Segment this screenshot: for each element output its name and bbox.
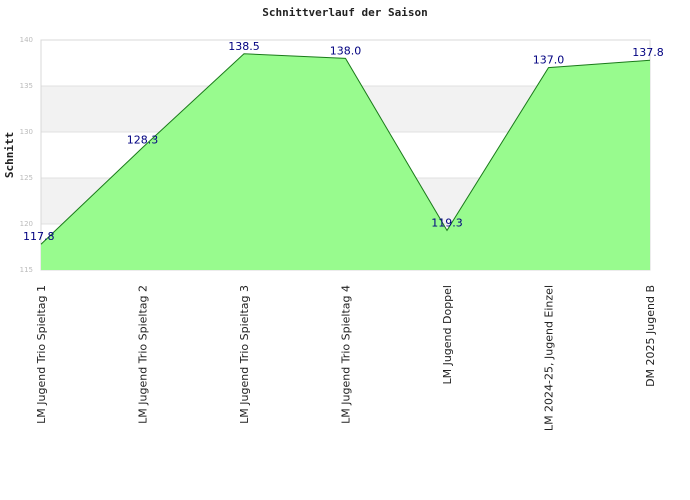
chart-title: Schnittverlauf der Saison <box>262 6 428 19</box>
data-label: 117.8 <box>23 230 55 243</box>
data-label: 137.8 <box>632 46 664 59</box>
data-label: 138.0 <box>330 44 362 57</box>
data-labels: 117.8 128.3 138.5 138.0 119.3 137.0 137.8 <box>23 40 664 243</box>
series-line <box>40 53 651 245</box>
x-category-label: LM 2024-25, Jugend Einzel <box>543 285 556 431</box>
x-category-label: LM Jugend Trio Spieltag 4 <box>340 285 353 424</box>
x-category-label: LM Jugend Trio Spieltag 1 <box>35 285 48 424</box>
x-category-label: DM 2025 Jugend B <box>644 285 657 387</box>
data-label: 138.5 <box>228 40 260 53</box>
y-tick-label: 115 <box>20 266 33 274</box>
y-tick-label: 120 <box>20 220 33 228</box>
x-category-label: LM Jugend Trio Spieltag 2 <box>137 285 150 424</box>
y-tick-labels: 115 120 125 130 135 140 <box>20 36 33 274</box>
x-category-label: LM Jugend Trio Spieltag 3 <box>238 285 251 424</box>
area-series <box>40 53 651 270</box>
y-axis-title: Schnitt <box>3 132 16 178</box>
y-tick-label: 125 <box>20 174 33 182</box>
x-category-label: LM Jugend Doppel <box>441 285 454 385</box>
y-tick-label: 135 <box>20 82 33 90</box>
data-label: 137.0 <box>533 54 565 67</box>
y-tick-label: 130 <box>20 128 33 136</box>
y-tick-label: 140 <box>20 36 33 44</box>
data-label: 119.3 <box>431 216 463 229</box>
data-label: 128.3 <box>127 134 159 147</box>
x-category-labels: LM Jugend Trio Spieltag 1 LM Jugend Trio … <box>35 285 657 431</box>
area-fill <box>41 53 650 270</box>
